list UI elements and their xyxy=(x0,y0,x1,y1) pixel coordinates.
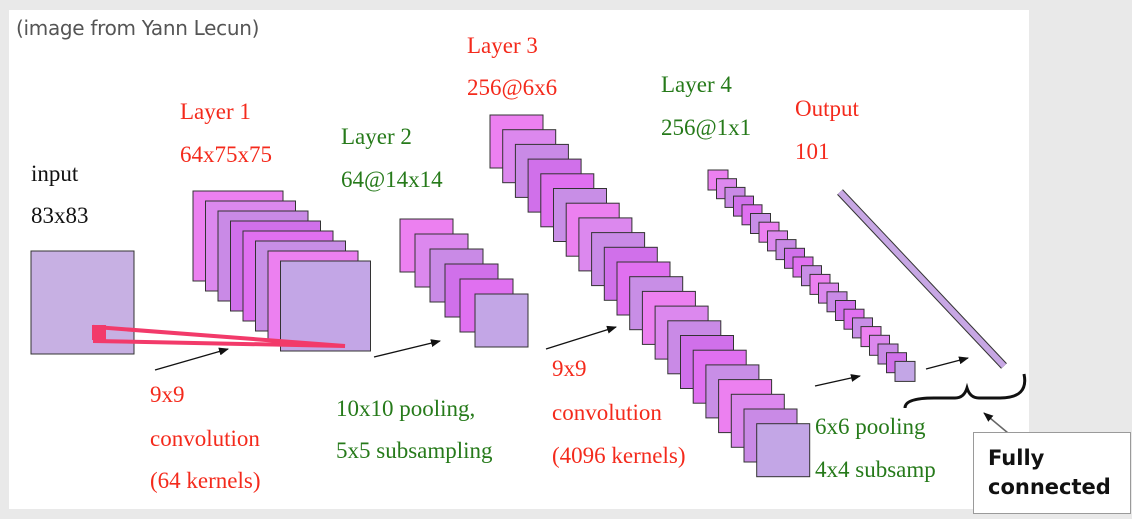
output-title: Output xyxy=(795,96,859,122)
arrow-pool1 xyxy=(374,341,440,357)
conv2-kernels: (4096 kernels) xyxy=(552,443,686,469)
output-size: 101 xyxy=(795,139,830,165)
pool1-subsampling: 5x5 subsampling xyxy=(336,438,493,464)
layer3-title: Layer 3 xyxy=(467,33,538,59)
pool2-pooling: 6x6 pooling xyxy=(815,414,926,440)
conv2-kernel: 9x9 xyxy=(552,356,587,382)
callout-line1: Fully xyxy=(988,446,1044,470)
conv1-kernel: 9x9 xyxy=(150,382,185,408)
input-size: 83x83 xyxy=(31,203,89,229)
fully-connected-callout: Fully connected xyxy=(973,432,1131,514)
layer4-map xyxy=(895,361,915,381)
layer3-size: 256@6x6 xyxy=(467,75,557,101)
layer2-title: Layer 2 xyxy=(341,124,412,150)
layer3-map xyxy=(757,424,810,477)
input-map xyxy=(31,251,134,354)
conv2-label: convolution xyxy=(552,400,662,426)
layer4-size: 256@1x1 xyxy=(661,115,751,141)
fully-connected-brace xyxy=(905,374,1025,408)
kernel-square xyxy=(92,325,106,340)
callout-line2: connected xyxy=(988,475,1111,499)
layer1-title: Layer 1 xyxy=(180,99,251,125)
callout-pointer xyxy=(984,413,1008,433)
arrow-pool2 xyxy=(815,376,860,386)
arrow-fc xyxy=(926,358,968,369)
layer2-size: 64@14x14 xyxy=(341,167,443,193)
input-title: input xyxy=(31,161,78,187)
conv1-kernels: (64 kernels) xyxy=(150,468,261,494)
arrow-conv2 xyxy=(546,327,616,349)
layer1-size: 64x75x75 xyxy=(180,142,272,168)
image-credit: (image from Yann Lecun) xyxy=(16,16,259,40)
layer4-title: Layer 4 xyxy=(661,72,732,98)
pool1-pooling: 10x10 pooling, xyxy=(336,396,475,422)
conv1-label: convolution xyxy=(150,426,260,452)
pool2-subsampling: 4x4 subsamp xyxy=(815,457,936,483)
layer1-map xyxy=(281,261,371,351)
layer2-map xyxy=(475,294,528,347)
arrow-conv1 xyxy=(155,349,228,370)
